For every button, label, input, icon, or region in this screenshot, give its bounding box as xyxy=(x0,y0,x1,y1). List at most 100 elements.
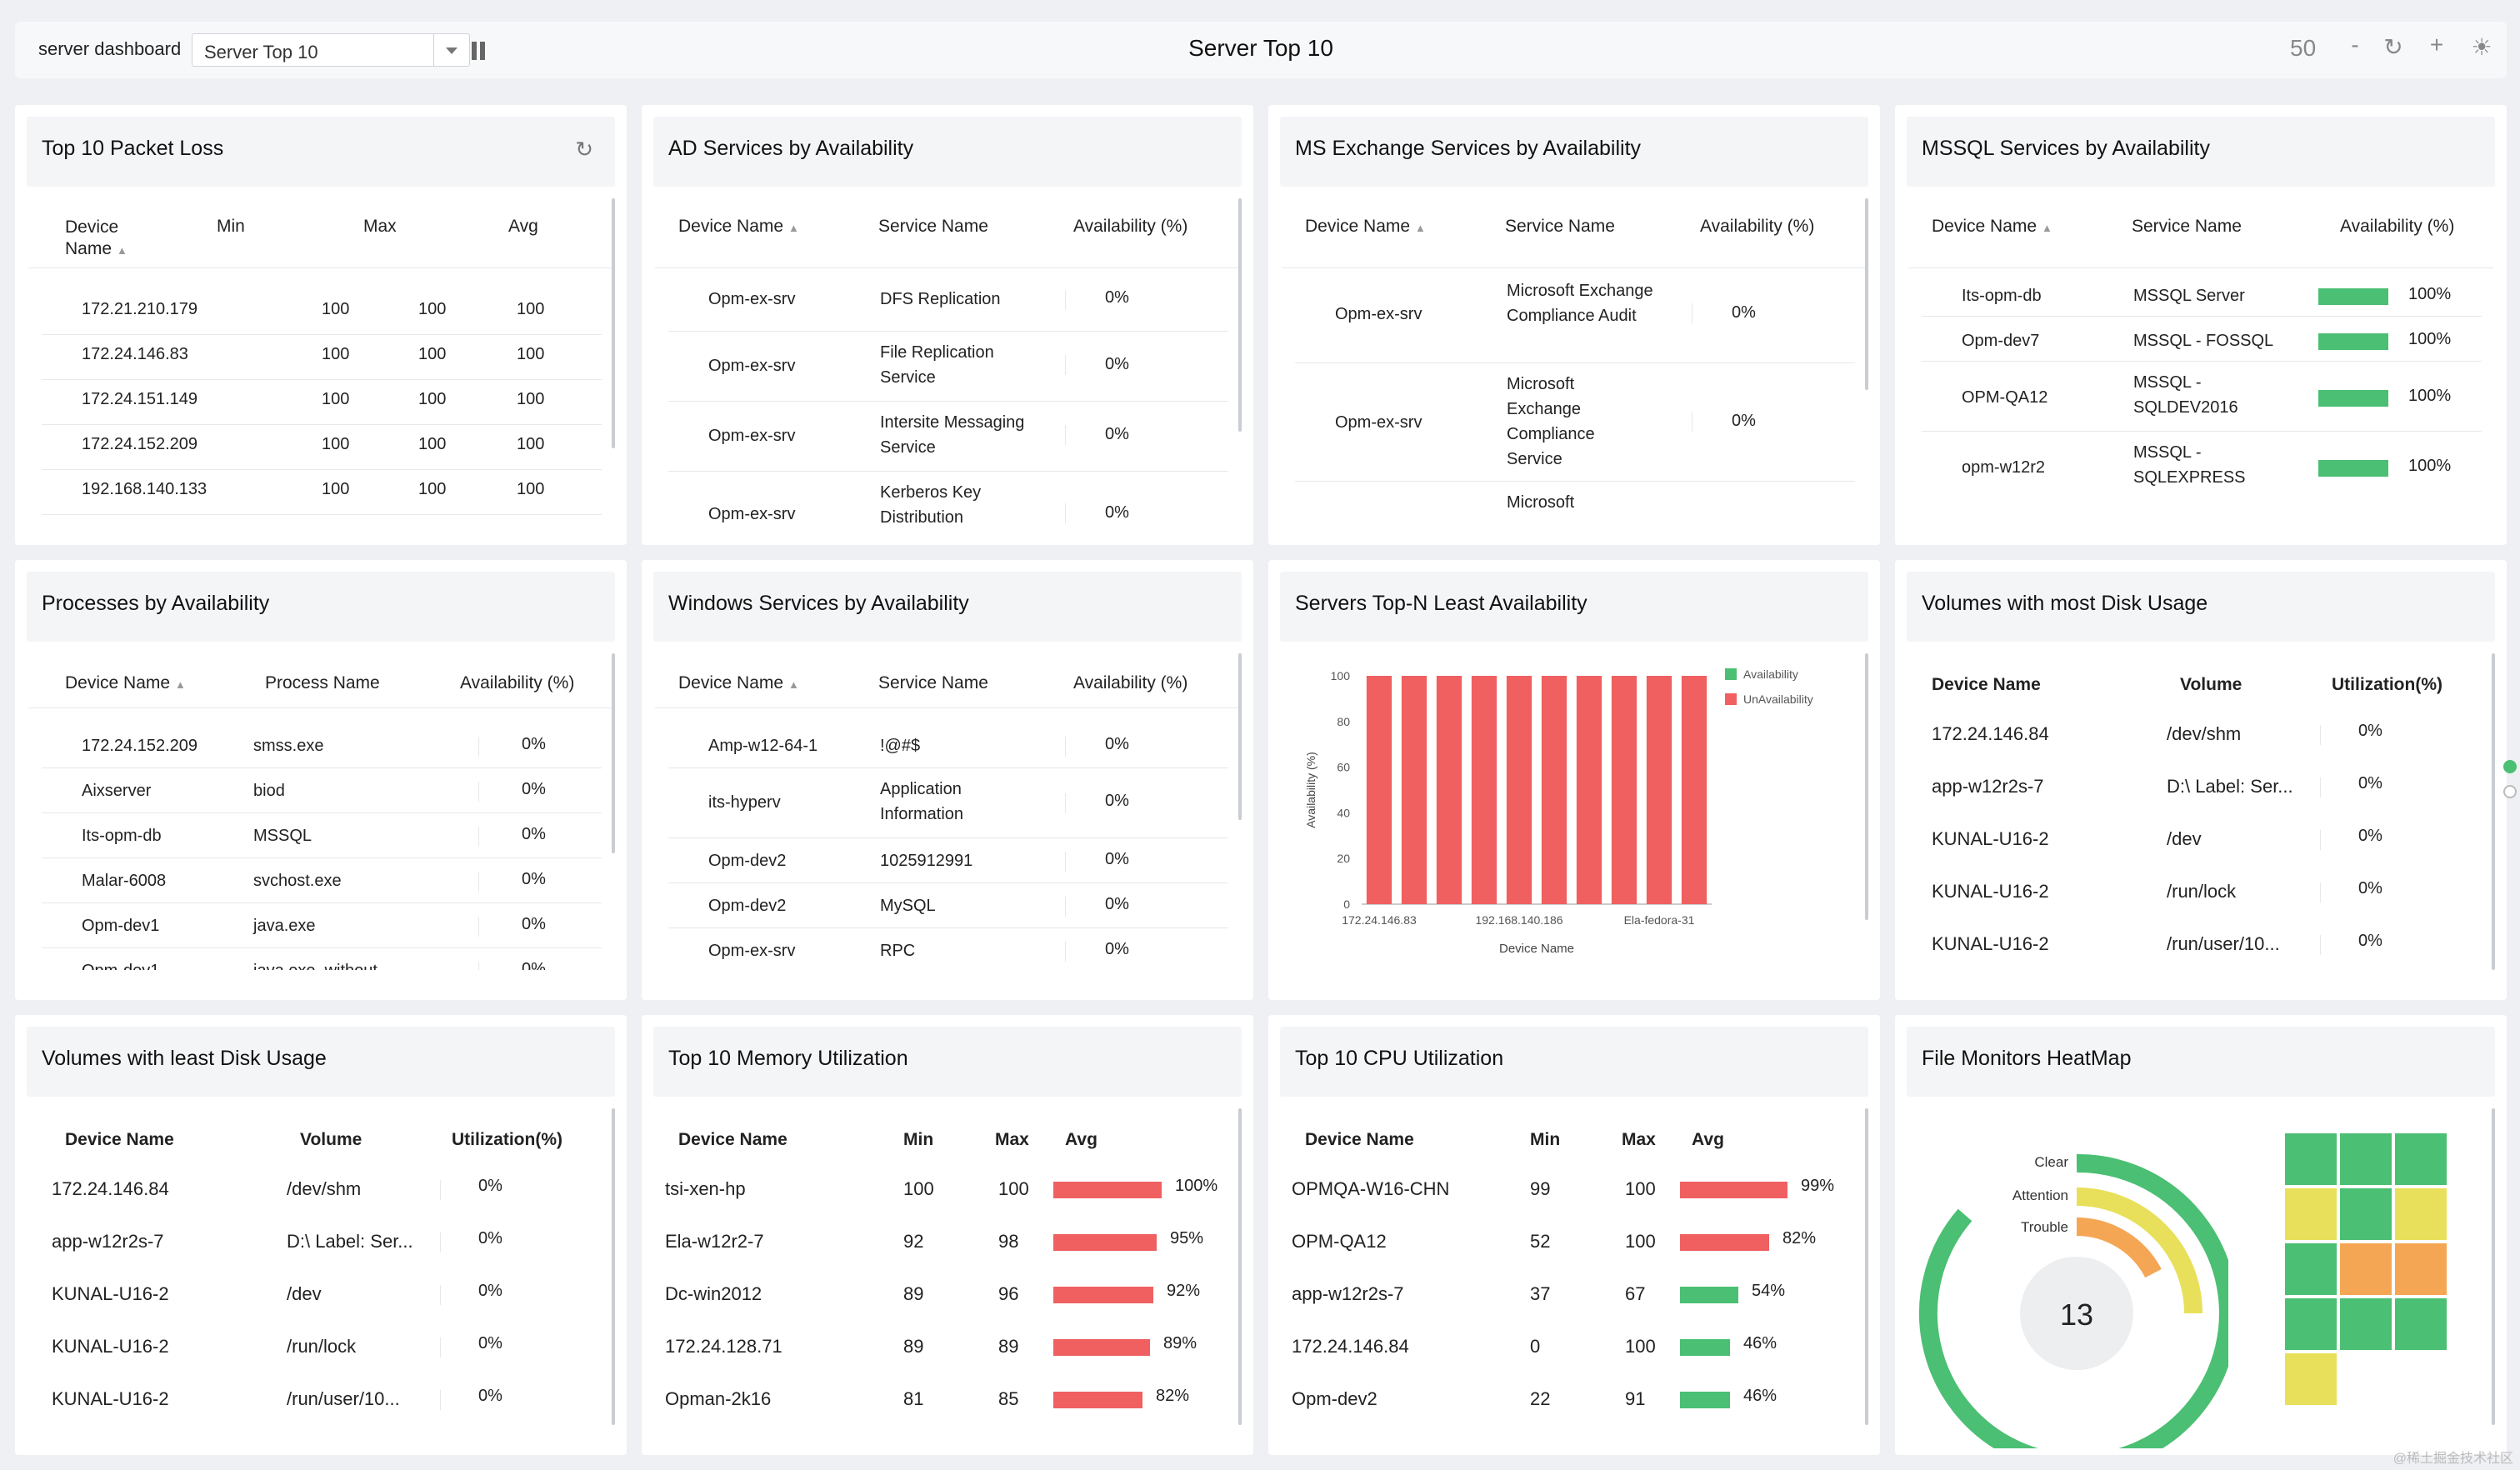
table-row[interactable]: Amp-w12-64-1 !@#$ 0% xyxy=(642,723,1253,768)
dashboard-selector[interactable]: Server Top 10 xyxy=(192,33,470,67)
table-row[interactable]: Opm-ex-srv Microsoft Exchange Compliance … xyxy=(1268,363,1880,482)
column-header-availability[interactable]: Availability (%) xyxy=(2340,217,2455,236)
heatmap-cell-yellow[interactable] xyxy=(2395,1188,2447,1240)
scrollbar[interactable] xyxy=(612,1108,615,1425)
table-row[interactable]: 172.24.146.84 0 100 46% xyxy=(1268,1321,1880,1373)
table-row[interactable]: 172.24.146.83 100 100 100 xyxy=(15,335,627,380)
heatmap-cell-orange[interactable] xyxy=(2340,1243,2392,1295)
column-header-device[interactable]: Device Name xyxy=(1932,675,2041,694)
pause-icon[interactable] xyxy=(470,42,488,62)
table-row[interactable]: KUNAL-U16-2/run/lock 0% xyxy=(52,1334,502,1358)
table-row[interactable]: Opm-dev2 1025912991 0% xyxy=(642,838,1253,883)
scrollbar[interactable] xyxy=(2492,653,2495,970)
table-row[interactable]: Ela-w12r2-7 92 98 95% xyxy=(642,1216,1253,1268)
column-header-device[interactable]: Device Name ▲ xyxy=(678,673,799,692)
column-header-device[interactable]: Device Name ▲ xyxy=(678,217,799,236)
table-row[interactable]: OPMQA-W16-CHN 99 100 99% xyxy=(1268,1163,1880,1216)
table-row[interactable]: KUNAL-U16-2/run/user/10... 0% xyxy=(1932,932,2382,955)
brightness-icon[interactable]: ☀ xyxy=(2471,34,2492,60)
table-row[interactable]: Opm-dev7 MSSQL - FOSSQL 100% xyxy=(1895,317,2507,362)
table-row[interactable]: Microsoft xyxy=(1507,493,1575,512)
scrollbar[interactable] xyxy=(612,198,615,448)
heatmap-cell-green[interactable] xyxy=(2340,1298,2392,1350)
column-header-service[interactable]: Service Name xyxy=(2132,217,2242,236)
table-row[interactable]: tsi-xen-hp 100 100 100% xyxy=(642,1163,1253,1216)
scrollbar[interactable] xyxy=(1865,653,1868,920)
column-header-avg[interactable]: Avg xyxy=(1692,1130,1724,1149)
column-header-device[interactable]: Device Name xyxy=(1305,1130,1414,1149)
table-row[interactable]: app-w12r2s-7 D:\ Label: Ser... 0% xyxy=(52,1229,502,1252)
table-row[interactable]: KUNAL-U16-2/dev 0% xyxy=(1932,827,2382,850)
column-header-min[interactable]: Min xyxy=(903,1130,934,1149)
table-row[interactable]: app-w12r2s-7 D:\ Label: Ser... 0% xyxy=(1932,774,2382,798)
column-header-avg[interactable]: Avg xyxy=(1065,1130,1098,1149)
column-header-availability[interactable]: Availability (%) xyxy=(1700,217,1815,236)
table-row[interactable]: 192.168.140.133 100 100 100 xyxy=(15,470,627,515)
column-header-device[interactable]: Device Name ▲ xyxy=(65,673,186,692)
heatmap-cell-green[interactable] xyxy=(2285,1298,2337,1350)
table-row[interactable]: 172.24.146.84/dev/shm 0% xyxy=(52,1177,502,1200)
column-header-device[interactable]: Device Name ▲ xyxy=(65,218,128,258)
table-row[interactable]: 172.24.128.71 89 89 89% xyxy=(642,1321,1253,1373)
column-header-max[interactable]: Max xyxy=(363,217,397,236)
column-header-avg[interactable]: Avg xyxy=(508,217,538,236)
table-row[interactable]: 172.24.152.209 100 100 100 xyxy=(15,425,627,470)
column-header-volume[interactable]: Volume xyxy=(300,1130,362,1149)
column-header-max[interactable]: Max xyxy=(995,1130,1029,1149)
table-row[interactable]: OPM-QA12 MSSQL - SQLDEV2016 100% xyxy=(1895,362,2507,432)
column-header-device[interactable]: Device Name ▲ xyxy=(1932,217,2052,236)
table-row[interactable]: Opm-ex-srv Intersite Messaging Service 0% xyxy=(642,402,1253,472)
column-header-utilization[interactable]: Utilization(%) xyxy=(2332,675,2442,694)
refresh-icon[interactable]: ↻ xyxy=(575,137,593,162)
heatmap-cell-green[interactable] xyxy=(2340,1133,2392,1185)
column-header-device[interactable]: Device Name xyxy=(678,1130,788,1149)
table-row[interactable]: Opm-ex-srv Microsoft Exchange Compliance … xyxy=(1268,270,1880,363)
column-header-utilization[interactable]: Utilization(%) xyxy=(452,1130,562,1149)
table-row[interactable]: KUNAL-U16-2/run/user/10... 0% xyxy=(52,1387,502,1410)
table-row[interactable]: Its-opm-db MSSQL 0% xyxy=(15,813,627,858)
column-header-availability[interactable]: Availability (%) xyxy=(1073,217,1188,236)
scrollbar[interactable] xyxy=(1865,1108,1868,1425)
column-header-availability[interactable]: Availability (%) xyxy=(1073,673,1188,692)
column-header-max[interactable]: Max xyxy=(1622,1130,1656,1149)
table-row[interactable]: Opm-ex-srv File Replication Service 0% xyxy=(642,332,1253,402)
table-row[interactable]: 172.24.152.209 smss.exe 0% xyxy=(15,723,627,768)
table-row[interactable]: Opm-dev2 MySQL 0% xyxy=(642,883,1253,928)
column-header-min[interactable]: Min xyxy=(1530,1130,1561,1149)
table-row[interactable]: 172.24.151.149 100 100 100 xyxy=(15,380,627,425)
column-header-service[interactable]: Service Name xyxy=(878,673,988,692)
scrollbar[interactable] xyxy=(2492,1108,2495,1425)
page-dot[interactable] xyxy=(2503,785,2517,798)
table-row[interactable]: Opm-ex-srv DFS Replication 0% xyxy=(642,272,1253,332)
table-row[interactable]: 172.21.210.179 100 100 100 xyxy=(15,290,627,335)
table-row[interactable]: Opm-ex-srv RPC 0% xyxy=(708,940,1129,962)
table-row[interactable]: Dc-win2012 89 96 92% xyxy=(642,1268,1253,1321)
table-row[interactable]: Opm-dev1 java.exe 0% xyxy=(15,903,627,948)
table-row[interactable]: Opm-ex-srv Kerberos Key Distribution 0% xyxy=(708,483,1129,527)
table-row[interactable]: app-w12r2s-7 37 67 54% xyxy=(1268,1268,1880,1321)
refresh-icon[interactable]: ↻ xyxy=(2383,34,2403,60)
column-header-min[interactable]: Min xyxy=(217,217,245,236)
heatmap-cell-green[interactable] xyxy=(2285,1243,2337,1295)
column-header-device[interactable]: Device Name ▲ xyxy=(1305,217,1426,236)
table-row[interactable]: opm-w12r2 MSSQL - SQLEXPRESS 100% xyxy=(1962,443,2452,487)
column-header-volume[interactable]: Volume xyxy=(2180,675,2242,694)
heatmap-cell-orange[interactable] xyxy=(2395,1243,2447,1295)
zoom-in-button[interactable]: + xyxy=(2429,32,2444,58)
column-header-process[interactable]: Process Name xyxy=(265,673,380,692)
heatmap-cell-yellow[interactable] xyxy=(2285,1188,2337,1240)
heatmap-cell-yellow[interactable] xyxy=(2285,1353,2337,1405)
scrollbar[interactable] xyxy=(1865,198,1868,390)
table-row[interactable]: KUNAL-U16-2/dev 0% xyxy=(52,1282,502,1305)
scrollbar[interactable] xyxy=(612,653,615,853)
column-header-availability[interactable]: Availability (%) xyxy=(460,673,575,692)
table-row[interactable]: Opm-dev2 22 91 46% xyxy=(1268,1373,1880,1426)
column-header-device[interactable]: Device Name xyxy=(65,1130,174,1149)
column-header-service[interactable]: Service Name xyxy=(1505,217,1615,236)
table-row[interactable]: Aixserver biod 0% xyxy=(15,768,627,813)
table-row[interactable]: its-hyperv Application Information 0% xyxy=(642,768,1253,838)
heatmap-cell-green[interactable] xyxy=(2340,1188,2392,1240)
heatmap-cell-green[interactable] xyxy=(2285,1133,2337,1185)
table-row[interactable]: OPM-QA12 52 100 82% xyxy=(1268,1216,1880,1268)
